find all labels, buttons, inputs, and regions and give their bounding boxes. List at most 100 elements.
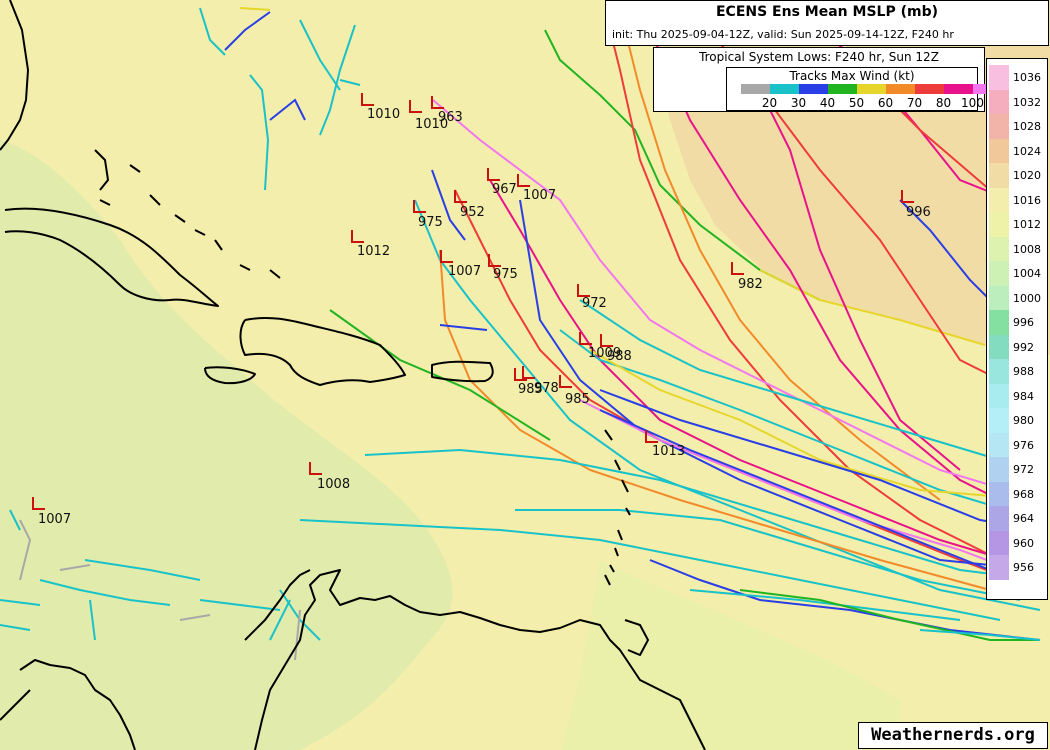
low-marker: 975 [413,200,443,230]
colorbar-label: 996 [1013,316,1034,329]
low-marker: 1012 [351,230,390,259]
colorbar-label: 964 [1013,512,1034,525]
tracks-swatches [741,84,1002,94]
colorbar-swatch [989,334,1009,360]
low-label: 978 [534,381,559,396]
colorbar-swatch [989,187,1009,213]
low-marker: 978 [522,366,559,396]
colorbar-swatch [989,261,1009,286]
colorbar-swatch [989,432,1009,458]
colorbar-swatch [989,506,1009,531]
colorbar-label: 1016 [1013,193,1041,207]
low-marker: 985 [559,375,590,407]
track-wind-label: 40 [819,96,836,110]
low-marker: 963 [431,96,463,125]
colorbar-swatch [989,530,1009,556]
colombia-coast [19,659,136,750]
low-label: 996 [906,205,931,220]
colorbar-swatch [989,310,1009,335]
low-label: 1010 [367,107,400,122]
track-color-swatch [915,84,944,94]
colorbar-label: 984 [1013,389,1034,403]
colorbar-swatch [989,383,1009,409]
colorbar-label: 1000 [1013,291,1041,305]
low-label: 985 [565,392,590,407]
track-wind-label: 80 [935,96,952,110]
colorbar-swatch [989,555,1009,580]
colorbar-label: 1032 [1013,95,1041,109]
low-marker: 982 [731,262,763,292]
colorbar-label: 992 [1013,340,1034,354]
colorbar-swatch [989,138,1009,164]
low-label: 1010 [415,117,448,132]
colorbar-label: 968 [1013,487,1034,501]
low-pressure-region-2 [560,560,900,750]
cuba-coast [4,207,219,307]
colorbar-label: 1024 [1013,144,1041,158]
colorbar-swatch [989,89,1009,115]
colorbar-swatch [989,163,1009,188]
colorbar-label: 988 [1013,365,1034,378]
colorbar-swatch [989,359,1009,384]
low-label: 985 [518,382,543,397]
colorbar-swatch [989,408,1009,433]
low-label: 1009 [588,346,621,361]
low-label: 972 [582,296,607,311]
track-wind-label: 50 [848,96,865,110]
florida-coast [0,0,29,151]
jamaica-coast [204,366,256,385]
track-color-swatch [828,84,857,94]
low-label: 1013 [652,444,685,459]
lesser-antilles [604,429,631,586]
low-label: 975 [418,215,443,230]
tropical-lows: 953 1010 1010 963 967 1007 975 952 1012 … [32,75,931,527]
colorbar-label: 956 [1013,561,1034,574]
low-marker: 975 [488,254,518,282]
puerto-rico-coast [431,360,494,383]
track-color-swatch [857,84,886,94]
low-marker: 1007 [440,250,481,279]
low-label: 982 [738,277,763,292]
low-marker: 1010 [361,93,400,122]
colorbar-label: 1036 [1013,71,1041,84]
low-label: 967 [492,182,517,197]
colorbar-label: 972 [1013,463,1034,476]
low-marker: 1009 [579,332,621,361]
colorbar-label: 960 [1013,536,1034,550]
low-marker: 967 [487,168,517,197]
title-box: ECENS Ens Mean MSLP (mb) init: Thu 2025-… [605,0,1049,46]
low-marker: 985 [514,368,543,397]
brand-label: Weathernerds.org [858,722,1048,749]
track-wind-label: 100 [961,96,984,110]
colorbar-label: 1008 [1013,242,1041,256]
low-marker: 1007 [517,174,556,203]
colorbar-label: 1028 [1013,120,1041,133]
low-label: 988 [607,349,632,364]
colorbar-swatch [989,236,1009,262]
ensemble-tracks [0,7,1041,661]
tracks-legend: Tracks Max Wind (kt) 20 30 40 50 60 70 80 100 [726,67,1002,111]
low-marker: 1010 [409,100,448,132]
pressure-colorbar: 1036 1032 1028 1024 1020 1016 1012 1008 1004 1000… [986,58,1048,600]
low-label: 1007 [38,512,71,527]
maracaibo-coast [244,569,311,641]
south-america-coast [254,569,706,750]
track-wind-label: 70 [906,96,923,110]
colorbar-swatch [989,65,1009,90]
low-label: 963 [438,110,463,125]
low-marker: 1008 [309,462,350,492]
colorbar-swatch [989,114,1009,139]
colorbar-label: 976 [1013,438,1034,452]
low-label: 1007 [448,264,481,279]
colorbar-label: 1004 [1013,267,1041,280]
colorbar-label: 1012 [1013,218,1041,231]
low-marker: 996 [901,190,931,220]
track-wind-label: 60 [877,96,894,110]
track-color-swatch [944,84,973,94]
track-wind-label: 20 [761,96,778,110]
colorbar-swatch [989,285,1009,311]
low-label: 975 [493,267,518,282]
track-color-swatch [799,84,828,94]
map-subtitle: init: Thu 2025-09-04-12Z, valid: Sun 202… [612,28,954,41]
colorbar-swatch [989,457,1009,482]
